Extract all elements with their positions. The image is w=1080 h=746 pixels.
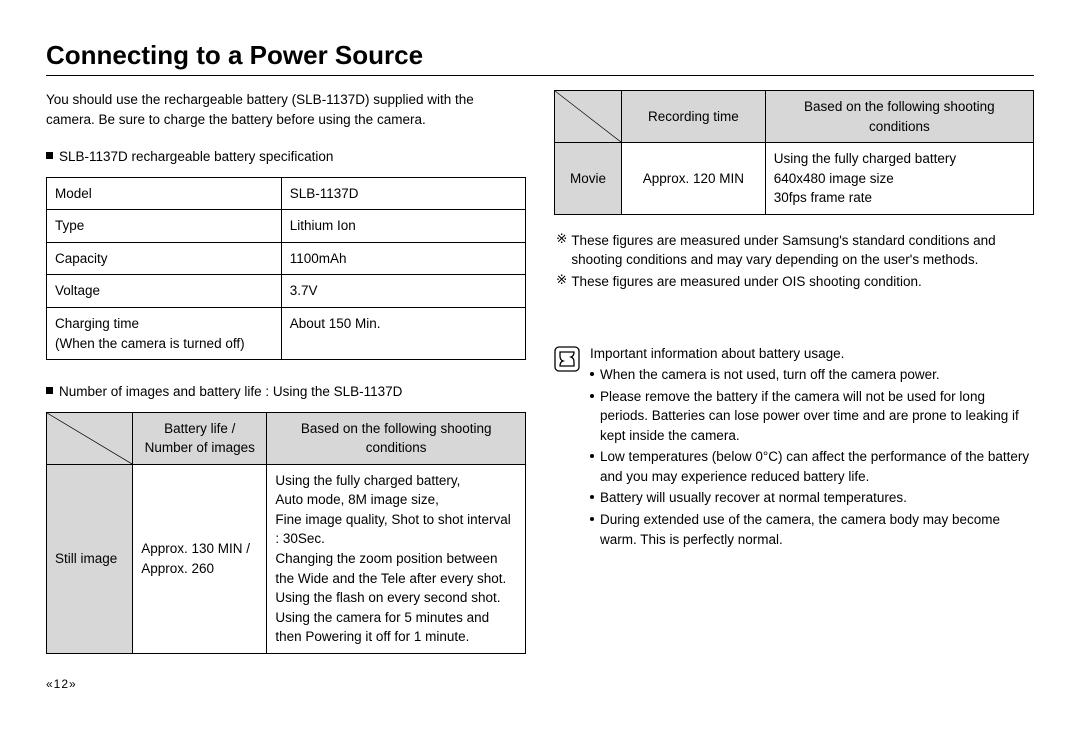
usage-value-cell: Approx. 130 MIN / Approx. 260 bbox=[133, 464, 267, 653]
list-item: When the camera is not used, turn off th… bbox=[590, 365, 1034, 385]
movie-table: Recording time Based on the following sh… bbox=[554, 90, 1034, 215]
spec-label: Charging time (When the camera is turned… bbox=[47, 307, 282, 359]
diagonal-header-cell bbox=[47, 412, 133, 464]
table-row: Voltage3.7V bbox=[47, 275, 526, 308]
page-number: «12» bbox=[46, 676, 526, 693]
spec-heading: SLB-1137D rechargeable battery specifica… bbox=[46, 147, 526, 167]
reference-mark-icon: ※ bbox=[556, 231, 567, 247]
spec-label: Type bbox=[47, 210, 282, 243]
table-row: TypeLithium Ion bbox=[47, 210, 526, 243]
table-row: Capacity1100mAh bbox=[47, 242, 526, 275]
usage-heading: Number of images and battery life : Usin… bbox=[46, 382, 526, 402]
note-icon bbox=[554, 346, 580, 378]
table-row: ModelSLB-1137D bbox=[47, 177, 526, 210]
spec-label: Model bbox=[47, 177, 282, 210]
usage-heading-text: Number of images and battery life : Usin… bbox=[59, 382, 402, 402]
spec-label: Capacity bbox=[47, 242, 282, 275]
movie-conditions-cell: Using the fully charged battery 640x480 … bbox=[765, 143, 1033, 215]
bullet-icon bbox=[590, 495, 594, 499]
footnote-text: These figures are measured under Samsung… bbox=[571, 231, 1034, 270]
list-item-text: Low temperatures (below 0°C) can affect … bbox=[600, 447, 1034, 486]
list-item-text: Please remove the battery if the camera … bbox=[600, 387, 1034, 446]
movie-header-col2: Recording time bbox=[622, 91, 766, 143]
movie-header-col3: Based on the following shooting conditio… bbox=[765, 91, 1033, 143]
page-title: Connecting to a Power Source bbox=[46, 40, 1034, 76]
footnote-text: These figures are measured under OIS sho… bbox=[571, 272, 921, 292]
diagonal-header-cell bbox=[555, 91, 622, 143]
left-column: You should use the rechargeable battery … bbox=[46, 90, 526, 693]
footnote: ※These figures are measured under OIS sh… bbox=[554, 272, 1034, 292]
table-row: Charging time (When the camera is turned… bbox=[47, 307, 526, 359]
bullet-icon bbox=[590, 454, 594, 458]
square-bullet-icon bbox=[46, 387, 53, 394]
square-bullet-icon bbox=[46, 152, 53, 159]
list-item-text: When the camera is not used, turn off th… bbox=[600, 365, 940, 385]
movie-value-cell: Approx. 120 MIN bbox=[622, 143, 766, 215]
usage-mode-cell: Still image bbox=[47, 464, 133, 653]
spec-value: Lithium Ion bbox=[281, 210, 525, 243]
info-heading: Important information about battery usag… bbox=[590, 344, 1034, 364]
list-item: Please remove the battery if the camera … bbox=[590, 387, 1034, 446]
intro-text: You should use the rechargeable battery … bbox=[46, 90, 526, 129]
spec-table: ModelSLB-1137DTypeLithium IonCapacity110… bbox=[46, 177, 526, 360]
spec-value: 1100mAh bbox=[281, 242, 525, 275]
spec-heading-text: SLB-1137D rechargeable battery specifica… bbox=[59, 147, 333, 167]
spec-value: About 150 Min. bbox=[281, 307, 525, 359]
spec-value: 3.7V bbox=[281, 275, 525, 308]
list-item: Battery will usually recover at normal t… bbox=[590, 488, 1034, 508]
usage-table: Battery life / Number of images Based on… bbox=[46, 412, 526, 654]
list-item-text: Battery will usually recover at normal t… bbox=[600, 488, 907, 508]
bullet-icon bbox=[590, 372, 594, 376]
list-item-text: During extended use of the camera, the c… bbox=[600, 510, 1034, 549]
usage-header-col3: Based on the following shooting conditio… bbox=[267, 412, 526, 464]
right-column: Recording time Based on the following sh… bbox=[554, 90, 1034, 693]
spec-label: Voltage bbox=[47, 275, 282, 308]
bullet-icon bbox=[590, 517, 594, 521]
bullet-icon bbox=[590, 394, 594, 398]
footnote: ※These figures are measured under Samsun… bbox=[554, 231, 1034, 270]
list-item: During extended use of the camera, the c… bbox=[590, 510, 1034, 549]
usage-header-col2: Battery life / Number of images bbox=[133, 412, 267, 464]
reference-mark-icon: ※ bbox=[556, 272, 567, 288]
usage-conditions-cell: Using the fully charged battery, Auto mo… bbox=[267, 464, 526, 653]
list-item: Low temperatures (below 0°C) can affect … bbox=[590, 447, 1034, 486]
spec-value: SLB-1137D bbox=[281, 177, 525, 210]
movie-mode-cell: Movie bbox=[555, 143, 622, 215]
